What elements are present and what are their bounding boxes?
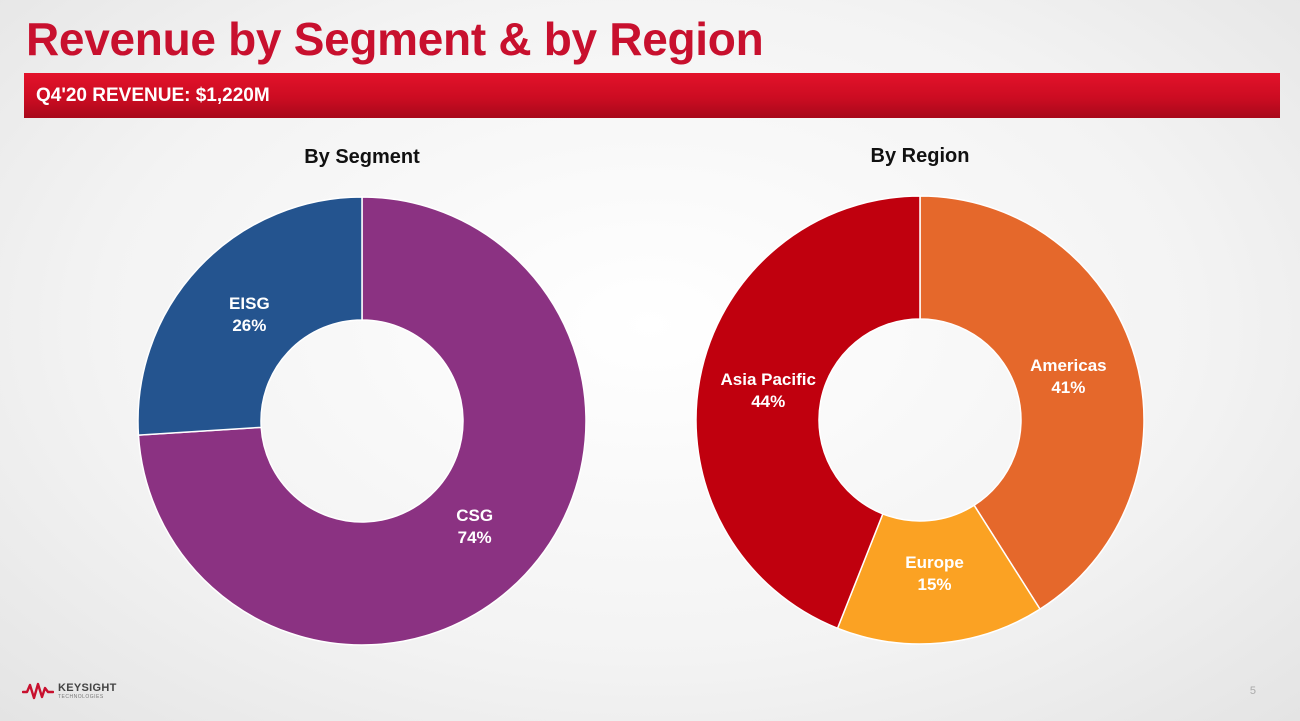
- page-number: 5: [1249, 685, 1256, 697]
- slice-eisg: [137, 196, 363, 436]
- segment-donut-chart: By Segment CSG 74% EISG 26%: [137, 146, 587, 646]
- slice-asia-pacific: [695, 195, 921, 630]
- slide-title: Revenue by Segment & by Region: [26, 13, 764, 65]
- slice-europe: [836, 504, 1042, 645]
- region-donut-chart: By Region Americas 41% Europe 15% Asia Pacif…: [695, 145, 1145, 645]
- logo-brand-text: KEYSIGHT: [58, 681, 117, 694]
- slice-americas: [919, 195, 1145, 611]
- slice-label-europe: Europe 15%: [905, 553, 964, 594]
- region-chart-title: By Region: [871, 145, 970, 167]
- slice-csg: [137, 196, 587, 646]
- segment-chart-title: By Segment: [304, 146, 420, 168]
- logo-sub-text: TECHNOLOGIES: [58, 693, 104, 700]
- slice-label-asia-pacific: Asia Pacific 44%: [721, 370, 816, 411]
- slice-label-eisg: EISG 26%: [229, 294, 270, 335]
- slice-label-americas: Americas 41%: [1030, 356, 1107, 397]
- waveform-logo-icon: [22, 682, 54, 700]
- revenue-banner: Q4'20 REVENUE: $1,220M: [24, 73, 1280, 118]
- keysight-logo: KEYSIGHT TECHNOLOGIES: [22, 682, 117, 700]
- revenue-banner-text: Q4'20 REVENUE: $1,220M: [36, 84, 270, 106]
- slice-label-csg: CSG 74%: [456, 506, 493, 547]
